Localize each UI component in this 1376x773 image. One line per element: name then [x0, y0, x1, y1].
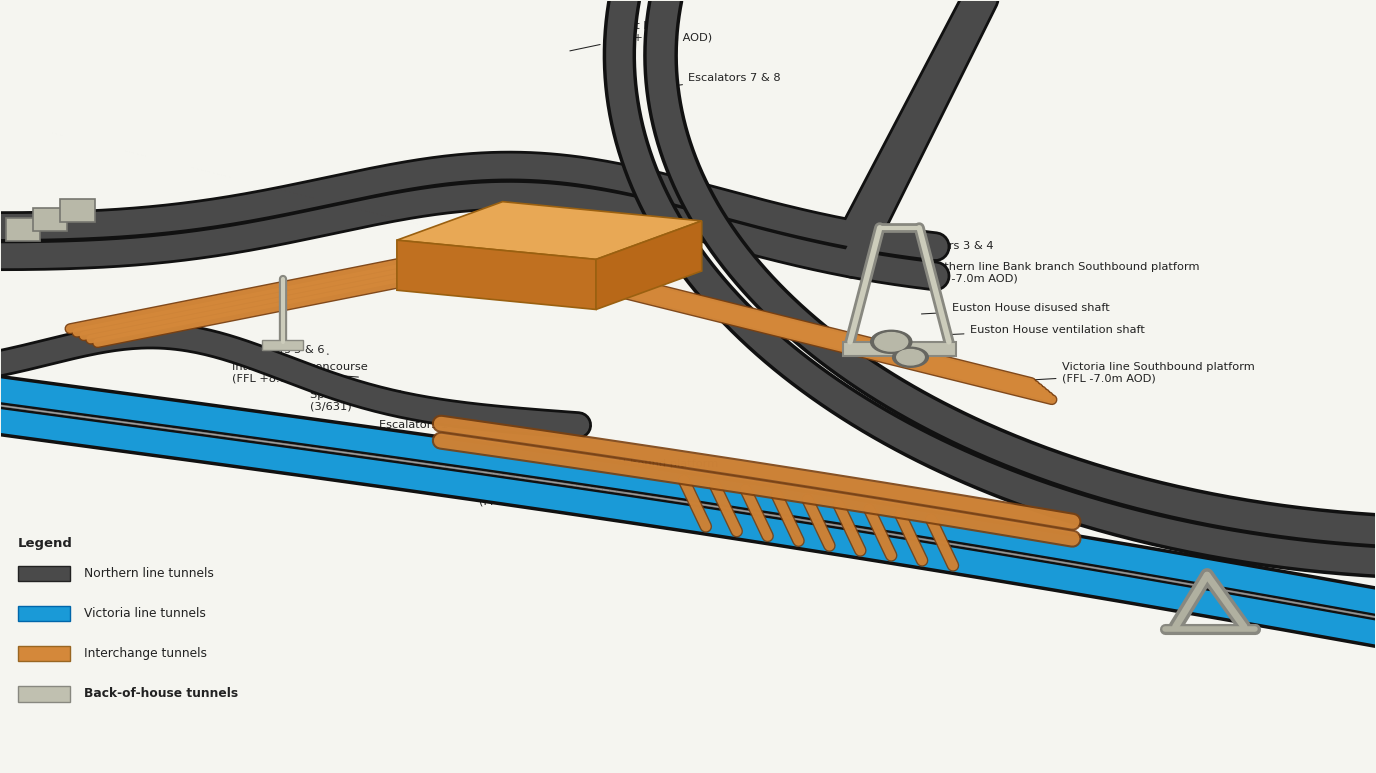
- Bar: [18, 566, 70, 581]
- Text: Victoria line Southbound platform
(FFL -7.0m AOD): Victoria line Southbound platform (FFL -…: [1028, 362, 1255, 383]
- Bar: [18, 686, 70, 702]
- Text: Intermediate concourse
(FFL +8.0m AOD): Intermediate concourse (FFL +8.0m AOD): [233, 362, 367, 383]
- Bar: [33, 208, 67, 231]
- Text: Escalators 3 & 4: Escalators 3 & 4: [867, 240, 993, 254]
- Text: Victoria line tunnels: Victoria line tunnels: [84, 608, 205, 620]
- Circle shape: [893, 347, 929, 367]
- Text: Victoria line Northbound platform
(FFL -7.0m AOD): Victoria line Northbound platform (FFL -…: [479, 485, 670, 506]
- Bar: [263, 340, 304, 349]
- Text: Escalators 7 & 8: Escalators 7 & 8: [660, 73, 780, 87]
- Text: Euston House ventilation shaft: Euston House ventilation shaft: [945, 325, 1145, 335]
- Text: Legend: Legend: [18, 536, 73, 550]
- Text: Spiral stair shaft
(3/631): Spiral stair shaft (3/631): [311, 390, 405, 411]
- Bar: [61, 199, 95, 222]
- Text: Back-of-house tunnels: Back-of-house tunnels: [84, 687, 238, 700]
- Text: Northern line Bank branch Northbound platform
(FFL -7.0m AOD): Northern line Bank branch Northbound pla…: [443, 459, 718, 481]
- Text: Euston House disused shaft: Euston House disused shaft: [922, 303, 1109, 314]
- Bar: [6, 218, 40, 241]
- Text: Interchange tunnels: Interchange tunnels: [84, 647, 206, 660]
- Bar: [843, 342, 956, 356]
- Text: Escalators 1 & 2: Escalators 1 & 2: [378, 420, 479, 430]
- Bar: [18, 646, 70, 662]
- Circle shape: [871, 330, 912, 353]
- Polygon shape: [596, 221, 702, 309]
- Text: Northern line Bank branch Southbound platform
(FFL -7.0m AOD): Northern line Bank branch Southbound pla…: [894, 262, 1200, 284]
- Polygon shape: [396, 240, 596, 309]
- Bar: [18, 606, 70, 621]
- Circle shape: [897, 349, 925, 365]
- Text: Escalators 5 & 6: Escalators 5 & 6: [233, 345, 329, 355]
- Polygon shape: [396, 202, 702, 260]
- Text: Ticket hall
(FFL +16.5m AOD): Ticket hall (FFL +16.5m AOD): [570, 22, 711, 51]
- Circle shape: [875, 332, 908, 351]
- Text: Northern line tunnels: Northern line tunnels: [84, 567, 213, 581]
